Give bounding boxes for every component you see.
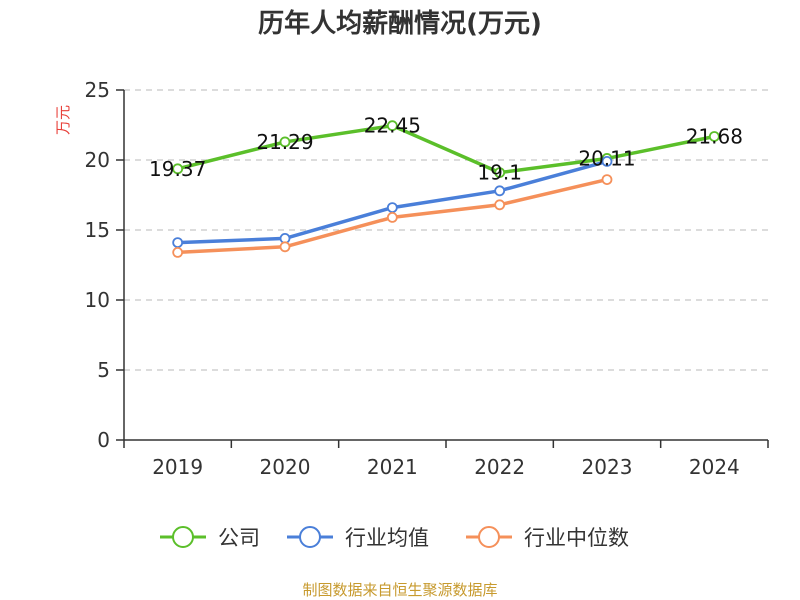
legend-label: 行业均值	[345, 526, 429, 550]
legend-label: 公司	[218, 526, 260, 550]
data-label: 20.11	[578, 146, 635, 170]
y-tick-label: 5	[97, 358, 110, 382]
series-1	[172, 120, 720, 179]
y-tick-label: 0	[97, 428, 110, 452]
legend-item: 公司	[160, 526, 260, 550]
data-point	[601, 174, 613, 186]
data-label: 22.45	[364, 114, 421, 138]
gridlines	[124, 89, 768, 371]
data-point	[601, 155, 613, 167]
data-label: 21.29	[256, 130, 313, 154]
series-layer	[172, 120, 720, 258]
data-point	[279, 241, 291, 253]
series-line	[177, 123, 715, 175]
x-axis-ticks: 2019 2020 2021 2022 2023 2024	[123, 440, 769, 479]
y-tick-label: 25	[85, 78, 110, 102]
legend-marker	[172, 526, 194, 548]
x-tick-label: 2021	[367, 455, 418, 479]
x-tick-label: 2022	[474, 455, 525, 479]
legend: 公司 行业均值 行业中位数	[160, 526, 629, 550]
data-point	[172, 163, 184, 175]
data-point	[386, 211, 398, 223]
data-point	[494, 199, 506, 211]
chart-title: 历年人均薪酬情况(万元)	[258, 8, 542, 39]
y-axis-label: 万元	[54, 105, 72, 135]
data-point	[494, 167, 506, 179]
data-label: 19.1	[477, 161, 522, 185]
x-tick-label: 2024	[689, 455, 740, 479]
data-point	[494, 185, 506, 197]
data-labels: 19.37 21.29 22.45 19.1 20.11 21.68	[149, 114, 743, 185]
legend-item: 行业中位数	[466, 526, 629, 550]
y-tick-label: 15	[85, 218, 110, 242]
x-tick-label: 2020	[260, 455, 311, 479]
source-note: 制图数据来自恒生聚源数据库	[302, 581, 497, 599]
legend-marker	[478, 526, 500, 548]
data-label: 21.68	[686, 124, 743, 148]
x-tick-label: 2019	[152, 455, 203, 479]
data-point	[386, 120, 398, 132]
data-label: 19.37	[149, 157, 206, 181]
y-tick-label: 10	[85, 288, 110, 312]
data-point	[172, 246, 184, 258]
data-point	[386, 202, 398, 214]
x-tick-label: 2023	[582, 455, 633, 479]
legend-marker	[299, 526, 321, 548]
y-axis-ticks: 0 5 10 15 20 25	[85, 78, 124, 452]
data-point	[279, 136, 291, 148]
data-point	[708, 131, 720, 142]
axes	[123, 90, 768, 441]
legend-label: 行业中位数	[524, 526, 629, 550]
series-3	[172, 174, 613, 258]
legend-item: 行业均值	[287, 526, 429, 550]
y-tick-label: 20	[85, 148, 110, 172]
series-2	[172, 155, 613, 249]
data-point	[172, 237, 184, 249]
